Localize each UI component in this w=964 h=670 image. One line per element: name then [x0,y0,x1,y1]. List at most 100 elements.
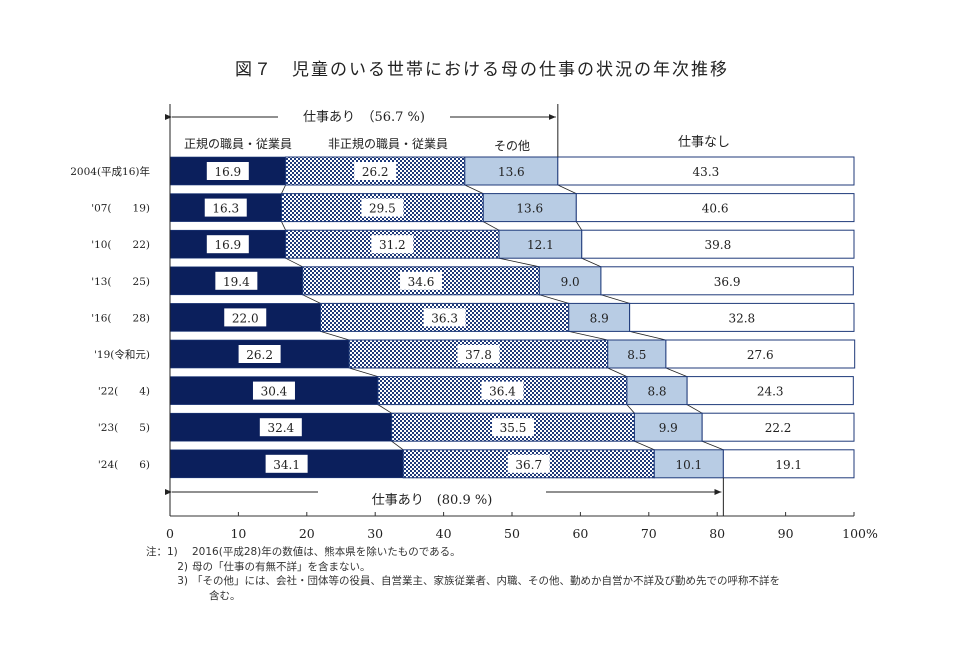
value-label-box [354,162,397,180]
connector-line [600,294,630,304]
category-label: '10( 22) [91,239,150,251]
bar-none [686,376,854,406]
connector-line [539,294,569,304]
value-label-other: 8.8 [647,385,666,399]
x-tick-label: 70 [641,526,657,541]
value-label-regular: 30.4 [261,385,288,399]
connector-lines [281,184,724,451]
note-3-continued: 含む。 [146,589,780,604]
connector-line [665,367,688,377]
value-label-none: 22.2 [765,421,792,435]
connector-line [302,294,321,304]
value-label-other: 8.9 [590,311,609,325]
connector-line [575,221,583,231]
value-label-nonregular: 29.5 [369,202,396,216]
value-label-box [252,381,295,400]
note-2-label: 2) [177,560,188,573]
legend-header-regular: 正規の職員・従業員 [184,136,292,151]
value-labels-layer: 16.9 26.2 13.6 43.3 16.3 29.5 13.6 40.6 16.9 31.2… [204,162,802,473]
value-label-regular: 34.1 [273,458,300,472]
value-label-regular: 16.3 [212,202,239,216]
connector-line [702,440,724,451]
bar-other [633,412,703,442]
bar-none [575,193,855,223]
connector-line [285,257,303,268]
legend-header-nonregular: 非正規の職員・従業員 [328,136,448,151]
bar-other [538,266,602,296]
value-label-box [259,418,302,437]
connector-line [391,440,404,451]
connector-line [557,184,577,194]
value-label-none: 19.1 [775,458,802,472]
chart-title: 図７ 児童のいる世帯における母の仕事の状況の年次推移 [235,60,729,80]
value-label-other: 9.9 [659,421,678,435]
note-2-text: 母の「仕事の有無不詳」を含まない。 [192,560,371,573]
bar-regular [169,376,379,405]
bar-none [557,156,855,186]
x-tick-label: 10 [230,526,246,541]
value-label-other: 9.0 [561,275,580,289]
bar-none [600,266,854,296]
value-label-box [423,308,466,327]
note-3-label: 3) [177,575,188,587]
bar-none [581,229,855,259]
value-label-other: 13.6 [498,165,525,179]
category-label: '07( 19) [91,203,150,215]
value-label-box [400,271,443,290]
connector-line [568,331,608,341]
value-label-box [361,198,404,217]
x-axis: 0 10 20 30 40 50 60 70 80 90 100% [166,512,878,541]
connector-line [281,184,286,194]
value-label-nonregular: 36.4 [489,385,516,399]
x-tick-label: 60 [572,526,588,541]
connector-line [686,404,703,414]
value-label-regular: 26.2 [246,348,273,362]
note-2: 2) 母の「仕事の有無不詳」を含まない。 [146,560,780,575]
x-tick-label: 30 [367,526,383,541]
connector-line [629,331,666,341]
value-label-none: 32.8 [728,311,755,325]
bar-none [701,412,855,442]
legend-header-other: その他 [494,139,530,153]
category-label: 2004(平成16)年 [70,165,150,178]
value-label-box [215,271,258,290]
value-label-nonregular: 36.3 [431,311,458,325]
value-label-none: 40.6 [702,202,729,216]
bar-none [629,302,855,332]
value-label-none: 27.6 [747,348,774,362]
value-label-box [238,345,281,363]
connector-line [483,221,500,231]
connector-line [349,367,379,377]
category-labels: 2004(平成16)年 '07( 19) '10( 22) '13( 25) '16( … [70,165,150,471]
connector-line [464,184,484,194]
x-tick-label: 100% [842,526,878,541]
bar-other [568,302,631,332]
bar-none [722,449,855,479]
value-label-box [507,454,550,473]
value-label-regular: 16.9 [214,165,241,179]
value-label-other: 13.6 [516,202,543,216]
category-label: '22( 4) [98,386,150,398]
note-3: 3) 「その他」には、会社・団体等の役員、自営業主、家族従業者、内職、その他、勤… [146,574,780,589]
value-label-other: 10.1 [675,458,702,472]
value-label-nonregular: 26.2 [362,165,389,179]
bar-other [482,193,577,223]
value-label-box [206,162,249,180]
value-label-none: 24.3 [757,385,784,399]
note-1: 注：1) 2016(平成28)年の数値は、熊本県を除いたものである。 [146,545,780,560]
category-label: '23( 5) [98,422,150,434]
note-1-label: 注：1) [146,546,178,558]
x-tick-label: 40 [436,526,452,541]
value-label-none: 36.9 [714,275,741,289]
category-label: '24( 6) [98,459,150,471]
footnotes: 注：1) 2016(平成28)年の数値は、熊本県を除いたものである。 2) 母の… [146,545,780,603]
bar-nonregular [280,193,484,223]
connector-line [498,257,540,268]
value-label-regular: 16.9 [214,238,241,252]
value-label-none: 39.8 [705,238,732,252]
connector-line [281,221,286,231]
note-1-text: 2016(平成28)年の数値は、熊本県を除いたものである。 [192,546,461,558]
bar-other [607,339,667,369]
value-label-regular: 32.4 [267,421,294,435]
